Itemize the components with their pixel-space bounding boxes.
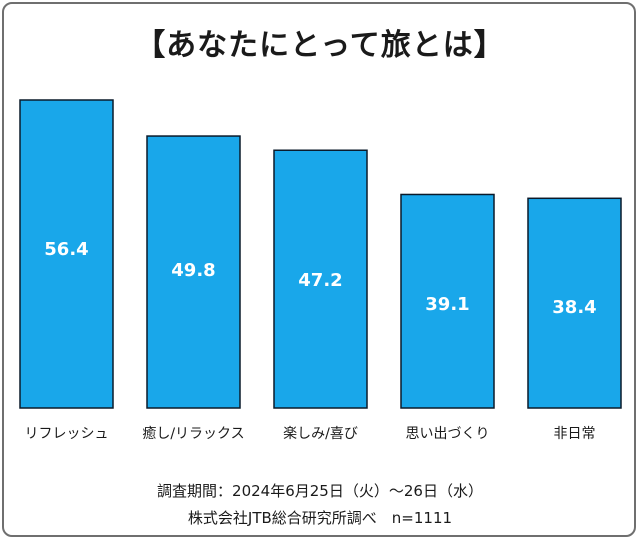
category-label-2: 癒し/リラックス: [142, 426, 244, 442]
bar-value-label-4: 39.1: [425, 294, 469, 315]
bars-layer: [19, 99, 622, 409]
category-labels-layer: リフレッシュ 癒し/リラックス 楽しみ/喜び 思い出づくり 非日常: [25, 426, 596, 442]
bar-5: [527, 197, 622, 409]
bar-value-label-5: 38.4: [552, 297, 596, 318]
category-label-1: リフレッシュ: [25, 426, 109, 442]
bar-value-label-3: 47.2: [298, 270, 342, 291]
bar-3: [273, 149, 368, 409]
bar-value-label-2: 49.8: [171, 260, 215, 281]
category-label-5: 非日常: [554, 426, 596, 442]
survey-period-note: 調査期間：2024年6月25日（火）～26日（水）: [157, 482, 483, 500]
bar-4: [400, 193, 495, 409]
category-label-3: 楽しみ/喜び: [283, 426, 358, 442]
bar-1: [19, 99, 114, 409]
category-label-4: 思い出づくり: [406, 426, 490, 442]
bar-value-label-1: 56.4: [44, 239, 88, 260]
bar-2: [146, 135, 241, 409]
chart-title: 【あなたにとって旅とは】: [135, 28, 505, 63]
value-labels-layer: 56.4 49.8 47.2 39.1 38.4: [44, 239, 596, 318]
survey-source-note: 株式会社JTB総合研究所調べ n=1111: [187, 509, 453, 527]
